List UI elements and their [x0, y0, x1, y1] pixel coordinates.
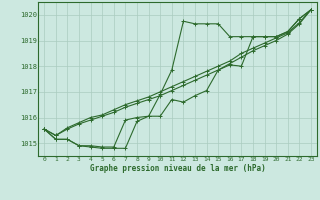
- X-axis label: Graphe pression niveau de la mer (hPa): Graphe pression niveau de la mer (hPa): [90, 164, 266, 173]
